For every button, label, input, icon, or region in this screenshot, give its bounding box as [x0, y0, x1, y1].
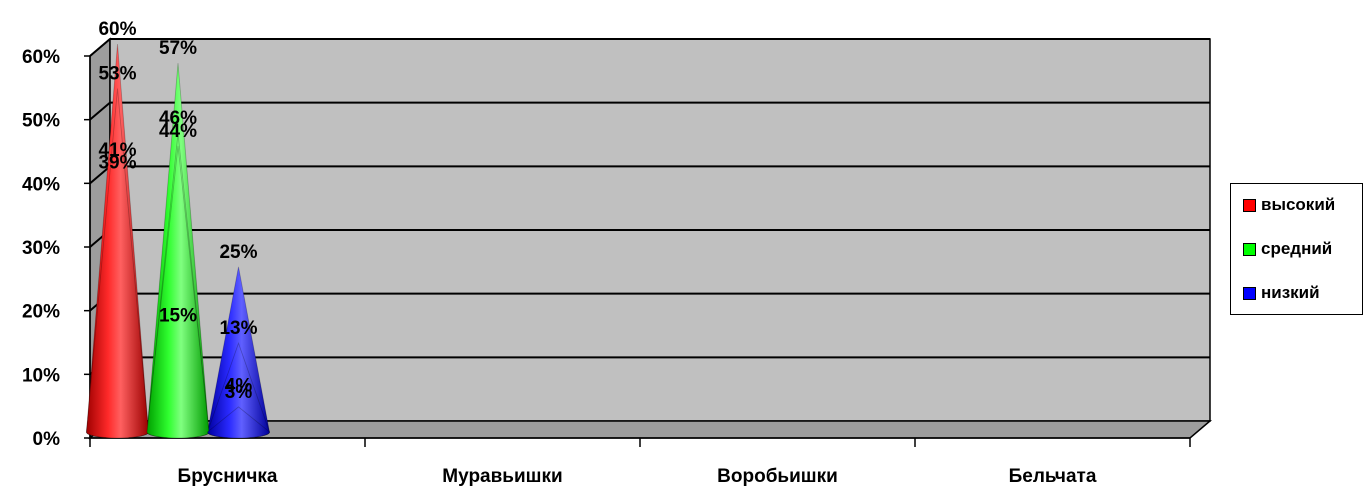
data-labels: 60% 15% 25% 39% 57% 4% 41% 46% 13% 53% 44% 3%: [98, 19, 257, 403]
y-tick-label: 40%: [22, 174, 60, 195]
data-label: 3%: [225, 382, 253, 403]
legend-swatch-medium: [1243, 242, 1256, 256]
data-label: 60%: [98, 19, 136, 40]
data-label: 53%: [98, 64, 136, 85]
category-label: Бельчата: [1009, 466, 1097, 487]
data-label: 57%: [159, 38, 197, 59]
legend-item-low: низкий: [1243, 283, 1320, 303]
y-tick-label: 50%: [22, 111, 60, 132]
data-label: 44%: [159, 121, 197, 142]
cone-mark: [207, 406, 270, 439]
y-tick-label: 30%: [22, 238, 60, 259]
y-tick-label: 0%: [33, 429, 61, 450]
gridline-side: [89, 165, 111, 185]
legend-label-high: высокий: [1261, 195, 1336, 214]
category-label: Воробьишки: [717, 466, 838, 487]
category-label: Муравьишки: [442, 466, 562, 487]
y-axis: 0% 10% 20% 30% 40% 50% 60%: [22, 47, 1190, 450]
data-label: 4%: [225, 376, 253, 397]
data-label: 46%: [159, 108, 197, 129]
data-label: 15%: [159, 306, 197, 327]
cone-marks: [86, 43, 270, 439]
data-label: 13%: [219, 318, 257, 339]
gridline-side: [89, 38, 111, 57]
gridline-side: [89, 101, 111, 121]
x-axis: Брусничка Муравьишки Воробьишки Бельчата: [89, 438, 1191, 487]
data-label: 25%: [219, 242, 257, 263]
legend: высокий средний низкий: [1230, 183, 1363, 315]
legend-label-medium: средний: [1261, 239, 1333, 258]
legend-item-high: высокий: [1243, 195, 1335, 215]
legend-item-medium: средний: [1243, 239, 1332, 259]
data-label: 39%: [98, 153, 136, 174]
category-label: Брусничка: [178, 466, 278, 487]
legend-swatch-high: [1243, 198, 1256, 212]
data-label: 41%: [98, 140, 136, 161]
y-tick-label: 60%: [22, 47, 60, 68]
plot-area: [87, 37, 1213, 440]
y-tick-label: 20%: [22, 302, 60, 323]
legend-swatch-low: [1243, 286, 1256, 300]
legend-label-low: низкий: [1261, 283, 1320, 302]
y-tick-label: 10%: [22, 365, 60, 386]
